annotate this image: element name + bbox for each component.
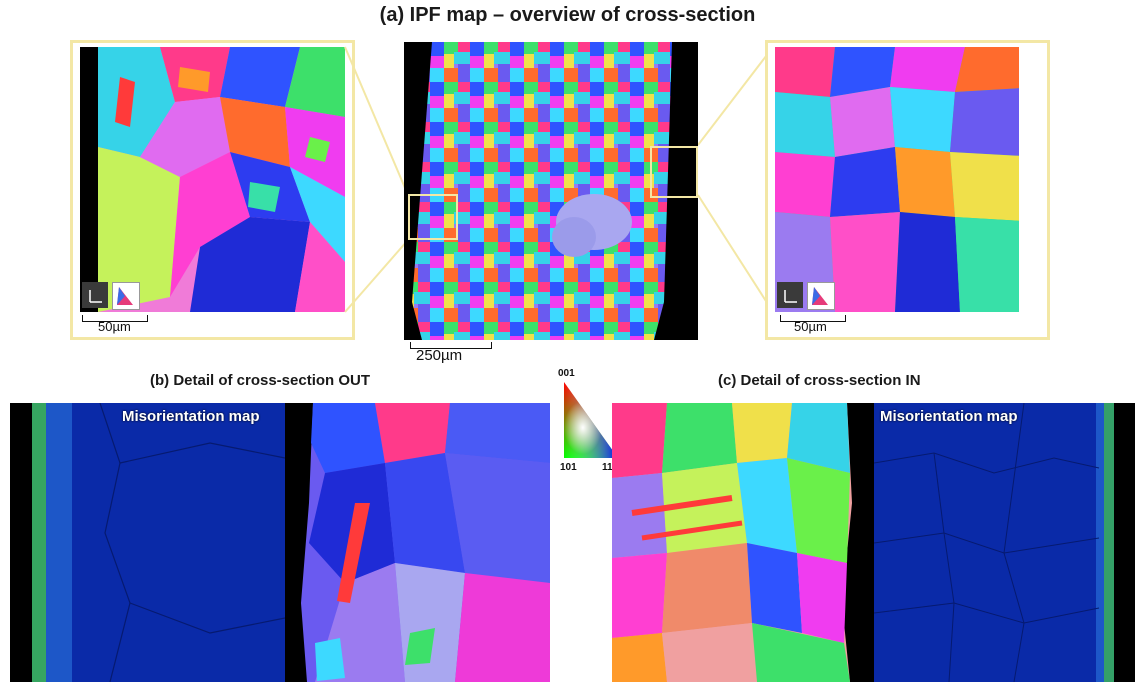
panel-c-title: (c) Detail of cross-section IN: [718, 372, 921, 389]
overview-scalebar: 250µm: [408, 342, 508, 364]
right-zoom-ipf-map: [775, 47, 1040, 312]
right-zoom-scalebar: 50µm: [776, 315, 876, 335]
figure-title: (a) IPF map – overview of cross-section: [379, 4, 756, 26]
ipf-key-label-101: 101: [560, 462, 577, 473]
axis-icon: [777, 282, 803, 308]
ipf-key-label-111: 111: [602, 462, 618, 473]
overview-scalebar-label: 250µm: [416, 347, 463, 364]
panel-b-title: (b) Detail of cross-section OUT: [150, 372, 371, 389]
left-zoom-ipf-map: [80, 47, 345, 312]
panel-c-ipf-map: [612, 403, 874, 682]
panel-b-misorientation-map: Misorientation map: [10, 403, 285, 682]
panel-c-misorientation-map: Misorientation map: [874, 403, 1135, 682]
ipf-triangle-icon: [807, 282, 835, 310]
overview-left-zoom-box: [408, 194, 458, 240]
left-zoom-scalebar-label: 50µm: [98, 319, 131, 334]
panel-b-ipf-map: [285, 403, 550, 682]
ipf-key-label-001: 001: [558, 368, 575, 379]
overview-ipf-map: [404, 42, 698, 340]
axis-icon: [82, 282, 108, 308]
ipf-triangle-icon: [112, 282, 140, 310]
right-zoom-scalebar-label: 50µm: [794, 319, 827, 334]
panel-b-misorientation-label: Misorientation map: [122, 408, 260, 425]
left-zoom-scalebar: 50µm: [78, 315, 178, 335]
ipf-color-key: 001 101 111: [558, 368, 628, 478]
panel-c-misorientation-label: Misorientation map: [880, 408, 1018, 425]
overview-right-zoom-box: [650, 146, 698, 198]
